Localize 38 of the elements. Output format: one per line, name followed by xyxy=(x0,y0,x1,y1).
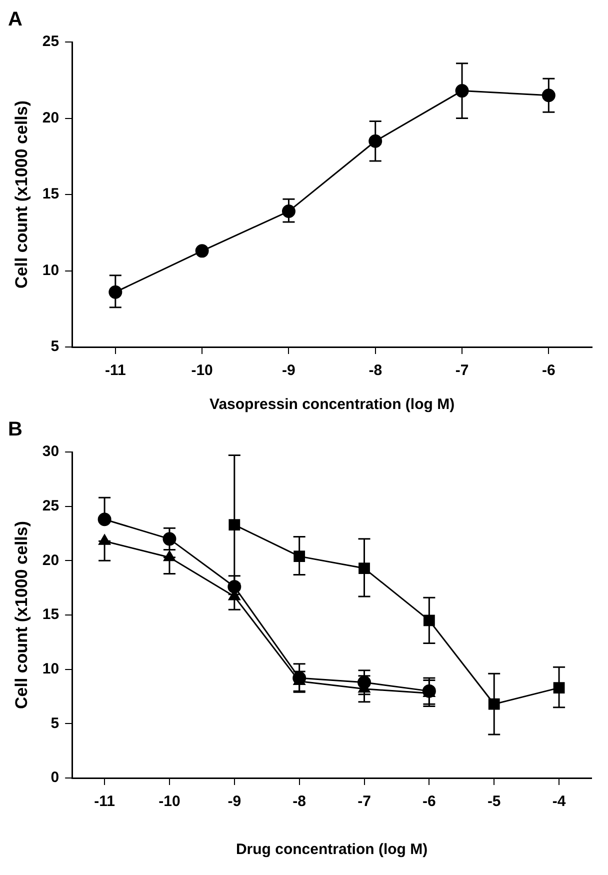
point xyxy=(358,562,370,574)
y-tick-label: 5 xyxy=(50,338,60,356)
point xyxy=(228,519,240,531)
x-tick-label: -7 xyxy=(358,793,371,810)
y-tick-label: 30 xyxy=(42,443,60,460)
x-tick-label: -7 xyxy=(455,362,469,380)
y-tick-label: 25 xyxy=(42,497,60,514)
chart-title: A xyxy=(8,8,22,31)
y-axis-title: Cell count (x1000 cells) xyxy=(12,100,31,289)
x-tick-label: -6 xyxy=(542,362,556,380)
x-tick-label: -11 xyxy=(104,362,126,380)
x-tick-label: -4 xyxy=(552,793,566,810)
x-tick-label: -10 xyxy=(158,793,180,810)
y-tick-label: 0 xyxy=(50,769,60,786)
point xyxy=(294,550,306,562)
y-tick-label: 10 xyxy=(42,660,60,678)
x-tick-label: -9 xyxy=(282,362,296,380)
point xyxy=(423,614,435,626)
y-tick-label: 20 xyxy=(42,552,60,569)
point xyxy=(488,698,500,710)
y-tick-label: 20 xyxy=(42,109,60,126)
x-tick-label: -11 xyxy=(94,793,115,810)
y-tick-label: 25 xyxy=(42,33,60,50)
y-tick-label: 15 xyxy=(42,186,60,203)
y-tick-label: 15 xyxy=(42,606,60,624)
point xyxy=(195,244,209,258)
x-tick-label: -6 xyxy=(422,793,436,810)
x-axis-title: Drug concentration (log M) xyxy=(236,841,428,858)
x-tick-label: -10 xyxy=(191,362,213,380)
y-tick-label: 10 xyxy=(42,262,60,279)
x-tick-label: -8 xyxy=(368,362,382,380)
chart-title: B xyxy=(8,418,22,441)
x-axis-title: Vasopressin concentration (log M) xyxy=(210,396,455,414)
x-tick-label: -9 xyxy=(228,793,242,810)
x-tick-label: -5 xyxy=(487,793,501,810)
y-tick-label: 5 xyxy=(50,714,60,732)
x-tick-label: -8 xyxy=(292,793,306,810)
y-axis-title: Cell count (x1000 cells) xyxy=(12,520,31,710)
